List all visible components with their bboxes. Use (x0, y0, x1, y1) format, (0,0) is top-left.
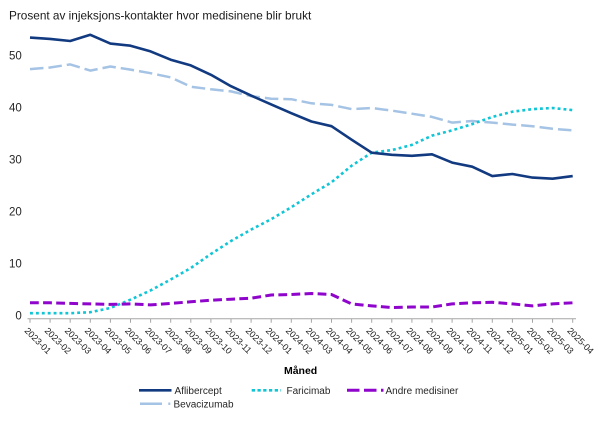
svg-text:30: 30 (9, 155, 22, 167)
svg-text:50: 50 (9, 51, 22, 63)
svg-text:20: 20 (9, 207, 22, 219)
svg-text:Andre medisiner: Andre medisiner (386, 386, 459, 397)
svg-text:Bevacizumab: Bevacizumab (174, 400, 234, 411)
svg-text:10: 10 (9, 259, 22, 271)
svg-text:40: 40 (9, 103, 22, 115)
svg-text:0: 0 (15, 310, 21, 322)
svg-text:Måned: Måned (284, 365, 317, 377)
svg-text:Prosent av injeksjons-kontakte: Prosent av injeksjons-kontakter hvor med… (9, 9, 312, 23)
svg-text:Faricimab: Faricimab (287, 386, 331, 397)
svg-text:Aflibercept: Aflibercept (175, 386, 222, 397)
